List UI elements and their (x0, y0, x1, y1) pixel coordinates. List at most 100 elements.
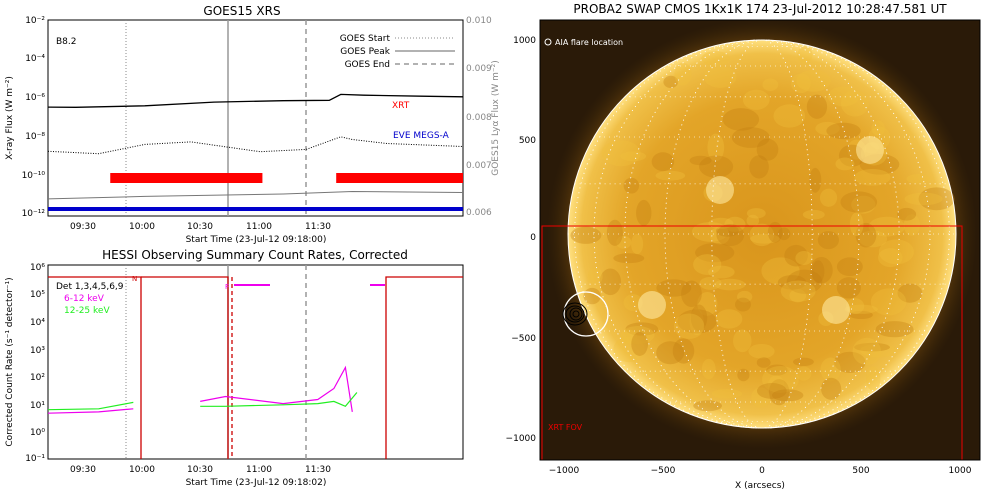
goes-y2label: GOES15 Lyα Flux (W m⁻²) (491, 60, 501, 176)
solar-texture-blob (623, 294, 643, 312)
solar-texture-blob (767, 375, 785, 395)
goes-ytick: 10⁻² (25, 16, 45, 26)
goes-y-ticks: 10⁻² 10⁻⁴ 10⁻⁶ 10⁻⁸ 10⁻¹⁰ 10⁻¹² (22, 16, 46, 219)
solar-texture-blob (737, 368, 750, 382)
solar-texture-blob (918, 187, 955, 211)
solar-texture-blob (784, 244, 808, 267)
swap-image (540, 20, 980, 460)
hessi-panel: HESSI Observing Summary Count Rates, Cor… (5, 248, 464, 488)
contour (569, 307, 583, 321)
solar-texture-blob (845, 298, 865, 314)
heliographic-grid (568, 39, 956, 429)
solar-texture-blob (878, 239, 915, 265)
solar-texture-blob (797, 46, 813, 64)
solar-texture-blob (858, 230, 888, 248)
swap-ytick: 0 (530, 233, 536, 243)
solar-texture-blob (672, 338, 695, 364)
solar-texture-blob (737, 290, 753, 303)
hessi-ytick: 10⁻¹ (25, 454, 45, 464)
hessi-title: HESSI Observing Summary Count Rates, Cor… (102, 248, 408, 262)
goes-ytick: 10⁻⁶ (25, 93, 45, 103)
solar-texture-blob (715, 309, 743, 329)
solar-texture-blob (731, 127, 770, 148)
eve-label: EVE MEGS-A (393, 131, 450, 141)
solar-texture-blob (777, 275, 807, 290)
solar-texture-blob (689, 155, 712, 166)
goes-y2tick: 0.009 (466, 64, 492, 74)
solar-texture-blob (810, 256, 833, 284)
solar-texture-blob (802, 209, 825, 220)
solar-texture-blob (812, 260, 825, 284)
solar-texture-blob (809, 167, 822, 193)
flare-contours (562, 302, 588, 326)
eve-coverage-bar (48, 207, 463, 211)
solar-texture-blob (703, 66, 737, 88)
solar-texture-blob (897, 207, 917, 221)
goes-panel: GOES15 XRS B8.2 10⁻² 10⁻⁴ 10⁻⁶ 10⁻⁸ 10⁻¹… (5, 4, 501, 245)
solar-texture-blob (768, 379, 790, 406)
active-region (856, 136, 884, 164)
goes-legend: GOES Start GOES Peak GOES End (340, 34, 455, 70)
goes-plot-frame (47, 19, 464, 217)
solar-texture-blob (897, 283, 923, 303)
solar-texture-blob (796, 366, 812, 381)
solar-texture-blob (771, 389, 804, 402)
solar-texture-blob (827, 86, 860, 107)
swap-y-ticks: 1000 500 0 −500 −1000 (506, 36, 537, 444)
hessi-band1-line (200, 365, 353, 412)
hessi-ytick: 10⁰ (30, 428, 45, 438)
goes-xtick: 10:00 (129, 222, 155, 232)
solar-texture-blob (906, 173, 931, 184)
solar-texture-blob (656, 341, 685, 365)
solar-texture-blob (733, 329, 752, 353)
solar-texture-blob (793, 357, 814, 367)
solar-texture-blob (681, 280, 702, 307)
legend-goes-peak: GOES Peak (340, 47, 390, 57)
solar-texture-blob (871, 120, 885, 136)
solar-texture-blob (693, 254, 722, 275)
solar-texture-blob (834, 351, 866, 373)
hessi-plot-frame (47, 264, 464, 460)
solar-texture-blob (870, 288, 907, 316)
solar-texture-blob (791, 73, 811, 94)
solar-texture-blob (859, 343, 897, 358)
legend-goes-start: GOES Start (340, 34, 391, 44)
solar-texture-blob (751, 387, 771, 408)
goes-y2-ticks: 0.010 0.009 0.008 0.007 0.006 (466, 16, 492, 218)
hessi-band2-label: 12-25 keV (64, 306, 110, 316)
swap-xlabel: X (arcsecs) (735, 481, 785, 491)
solar-texture (570, 46, 955, 412)
hessi-band2-line (47, 401, 134, 411)
goes-xtick: 10:30 (187, 222, 213, 232)
xrt-label: XRT (392, 101, 410, 111)
solar-texture-blob (742, 89, 770, 110)
hessi-xtick: 11:00 (246, 465, 272, 475)
solar-texture-blob (613, 336, 645, 363)
solar-texture-blob (789, 288, 807, 303)
solar-texture-blob (844, 304, 878, 314)
longitude-line (664, 39, 860, 429)
hessi-xtick: 10:00 (129, 465, 155, 475)
solar-texture-blob (749, 155, 769, 179)
solar-texture-blob (849, 310, 873, 320)
goes-y2tick: 0.007 (466, 161, 492, 171)
hessi-y-ticks: 10⁶ 10⁵ 10⁴ 10³ 10² 10¹ 10⁰ 10⁻¹ (25, 263, 45, 464)
solar-texture-blob (699, 276, 722, 290)
solar-texture-blob (631, 233, 644, 255)
solar-texture-blob (616, 235, 632, 249)
hessi-ytick: 10⁴ (30, 318, 45, 328)
longitude-line (574, 39, 950, 429)
solar-texture-blob (854, 342, 890, 352)
hessi-x-ticks: 09:30 10:00 10:30 11:00 11:30 (70, 465, 331, 475)
hessi-ytick: 10⁵ (30, 290, 45, 300)
contour (562, 302, 588, 326)
hessi-xtick: 09:30 (70, 465, 96, 475)
solar-texture-blob (866, 366, 881, 391)
night-flag-line (385, 276, 463, 459)
solar-texture-blob (903, 214, 921, 236)
xrt-coverage-bar (336, 173, 463, 183)
hessi-xtick: 11:30 (305, 465, 331, 475)
solar-texture-blob (826, 122, 861, 140)
xrt-fov-box (541, 225, 963, 460)
swap-ytick: −1000 (506, 434, 537, 444)
